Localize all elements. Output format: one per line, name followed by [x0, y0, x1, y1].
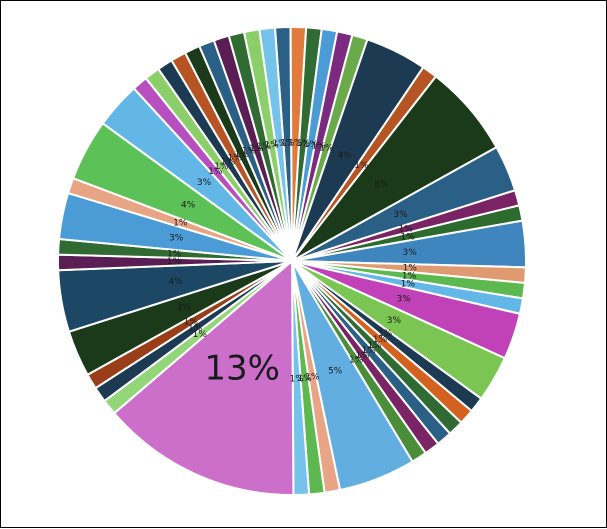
- slice-label-38: 4%: [181, 200, 196, 210]
- slice-label-47: 1%: [257, 142, 272, 152]
- slice-label-13: 1%: [403, 264, 418, 274]
- slice-label-39: 3%: [197, 178, 212, 188]
- slice-label-5: 1%: [319, 144, 334, 154]
- slice-label-24: 5%: [328, 366, 343, 376]
- slice-label-46: 1%: [249, 144, 264, 154]
- slice-label-8: 6%: [374, 180, 389, 190]
- slice-label-12: 3%: [403, 248, 418, 258]
- slice-label-34: 1%: [167, 257, 182, 267]
- slice-label-4: 1%: [311, 142, 326, 152]
- slice-label-3: 1%: [304, 140, 319, 150]
- slice-label-33: 4%: [169, 277, 184, 287]
- slice-label-43: 1%: [228, 153, 243, 163]
- slice-label-45: 1%: [242, 147, 257, 157]
- slice-label-41: 1%: [214, 162, 229, 172]
- slice-label-9: 3%: [393, 210, 408, 220]
- slice-label-48: 1%: [265, 140, 280, 150]
- slice-label-30: 1%: [188, 324, 203, 334]
- pie-slice-49: [258, 26, 293, 262]
- slice-label-11: 1%: [400, 232, 415, 242]
- slice-label-29: 1%: [193, 330, 208, 340]
- slice-label-10: 1%: [398, 225, 413, 235]
- slice-label-21: 1%: [362, 346, 377, 356]
- slice-label-17: 3%: [387, 316, 402, 326]
- slice-label-35: 1%: [167, 249, 182, 259]
- slice-label-14: 1%: [402, 272, 417, 282]
- slice-label-7: 1%: [354, 161, 369, 171]
- slice-label-2: 1%: [296, 139, 311, 149]
- slice-label-0: 1%: [280, 139, 295, 149]
- slice-label-15: 1%: [401, 279, 416, 289]
- slice-label-23: 1%: [349, 356, 364, 366]
- slice-label-19: 1%: [373, 335, 388, 345]
- slice-label-36: 3%: [169, 234, 184, 244]
- slice-label-49: 1%: [272, 139, 287, 149]
- slice-label-42: 1%: [221, 157, 236, 167]
- slice-label-16: 3%: [397, 295, 412, 305]
- slice-label-1: 1%: [288, 139, 303, 149]
- slice-label-18: 1%: [378, 329, 393, 339]
- slice-label-37: 1%: [173, 219, 188, 229]
- slice-label-6: 4%: [337, 151, 352, 161]
- slice-label-31: 1%: [184, 317, 199, 327]
- slice-label-32: 3%: [176, 303, 191, 313]
- slice-label-22: 1%: [355, 351, 370, 361]
- pie-slice-28: [112, 258, 295, 497]
- slice-label-25: 1%: [305, 373, 320, 383]
- slice-label-26: 1%: [297, 374, 312, 384]
- slice-label-28: 13%: [204, 349, 280, 389]
- slice-label-20: 1%: [367, 341, 382, 351]
- slice-label-40: 1%: [208, 167, 223, 177]
- slice-label-27: 1%: [290, 374, 305, 384]
- slice-label-44: 1%: [235, 150, 250, 160]
